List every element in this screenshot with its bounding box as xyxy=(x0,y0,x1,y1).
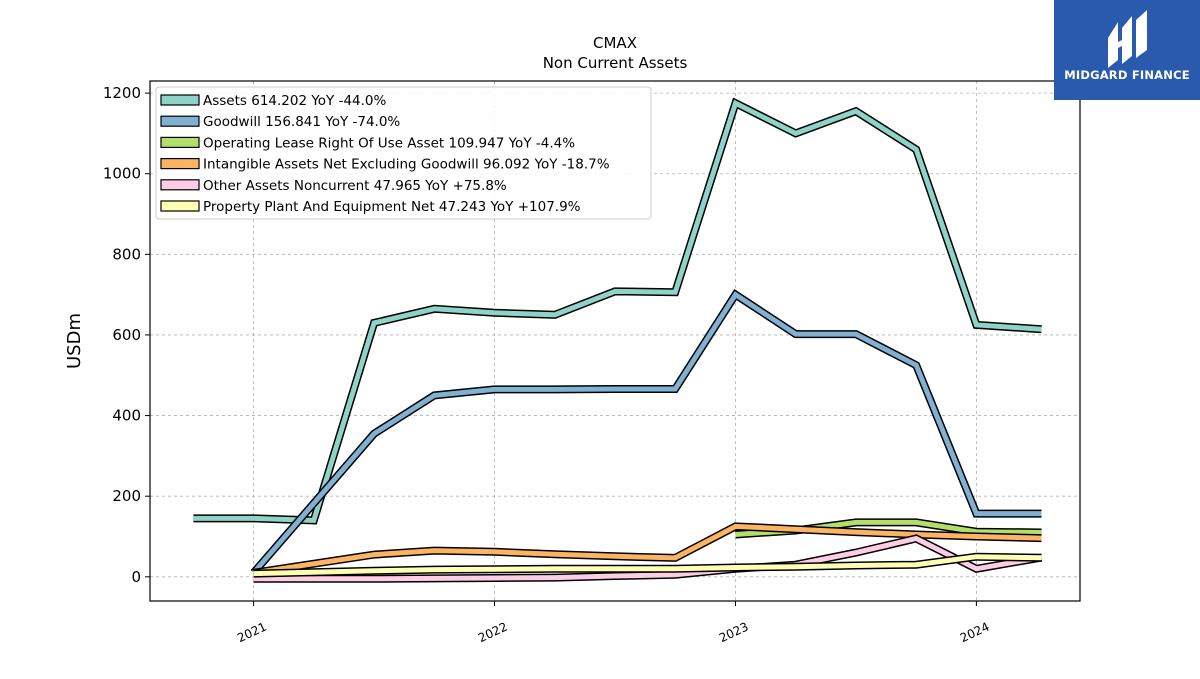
y-tick-label: 600 xyxy=(112,326,141,344)
x-tick-label: 2021 xyxy=(235,620,269,646)
legend-box xyxy=(155,86,652,220)
logo-text: MIDGARD FINANCE xyxy=(1064,68,1190,82)
x-tick-label: 2022 xyxy=(476,620,510,646)
legend-label: Intangible Assets Net Excluding Goodwill… xyxy=(203,157,610,173)
series-line xyxy=(193,99,1042,523)
y-tick-label: 800 xyxy=(112,245,141,263)
x-tick-label: 2024 xyxy=(958,620,992,646)
series-line xyxy=(253,535,1042,582)
legend-swatch xyxy=(160,179,200,191)
legend-label: Goodwill 156.841 YoY -74.0% xyxy=(203,114,400,130)
plot-frame xyxy=(149,80,1081,602)
y-tick-label: 1000 xyxy=(103,165,141,183)
legend-swatch xyxy=(160,115,200,127)
midgard-finance-logo: MIDGARD FINANCE xyxy=(1054,0,1200,100)
y-tick-label: 200 xyxy=(112,487,141,505)
y-tick-label: 400 xyxy=(112,407,141,425)
legend-swatch xyxy=(160,200,200,212)
y-axis-label: USDm xyxy=(64,313,85,369)
legend-swatch xyxy=(160,158,200,170)
legend-label: Other Assets Noncurrent 47.965 YoY +75.8… xyxy=(203,178,507,194)
y-tick-label: 0 xyxy=(131,568,141,586)
y-tick-label: 1200 xyxy=(103,84,141,102)
series-line xyxy=(253,554,1042,577)
legend-label: Operating Lease Right Of Use Asset 109.9… xyxy=(203,135,575,151)
legend-label: Property Plant And Equipment Net 47.243 … xyxy=(203,199,581,215)
chart-subtitle: Non Current Assets xyxy=(543,54,688,72)
chart-title: CMAX xyxy=(593,34,637,52)
legend-swatch xyxy=(160,136,200,148)
legend-swatch xyxy=(160,94,200,106)
legend-label: Assets 614.202 YoY -44.0% xyxy=(203,93,387,109)
x-tick-label: 2023 xyxy=(717,620,751,646)
series-line xyxy=(251,291,1042,575)
logo-icon xyxy=(1108,10,1147,68)
